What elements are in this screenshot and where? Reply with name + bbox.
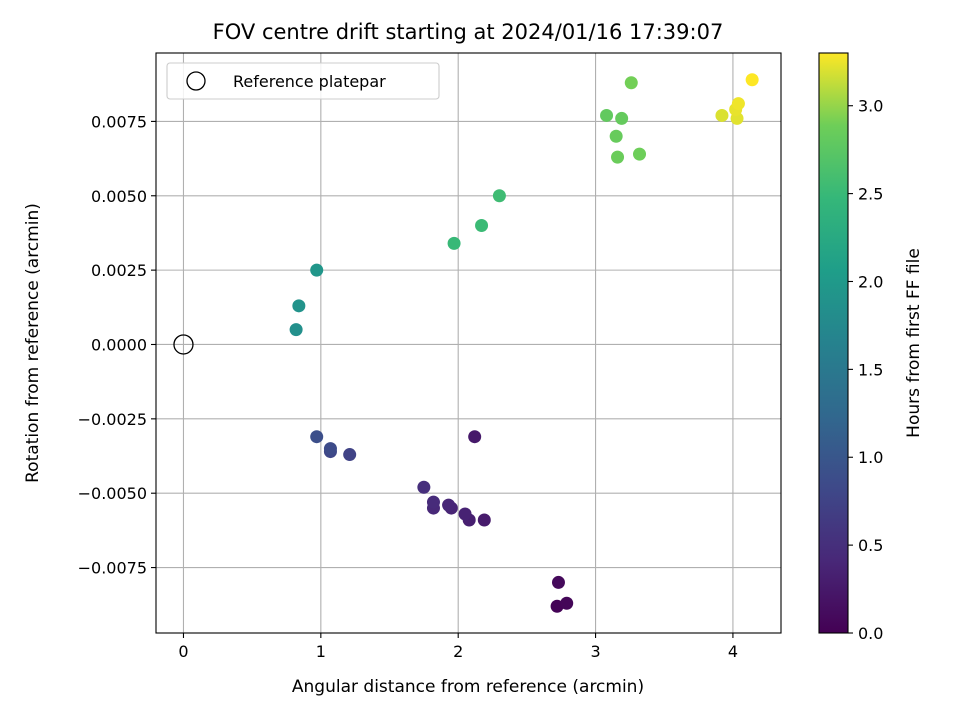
colorbar-tick-label: 1.5 (858, 360, 883, 379)
x-tick-label: 0 (178, 642, 188, 661)
chart-title: FOV centre drift starting at 2024/01/16 … (213, 20, 724, 44)
data-point (600, 108, 614, 122)
colorbar: 0.0 0.5 1.0 1.5 2.0 2.5 3.0 Hours from first F… (818, 52, 924, 643)
data-point (447, 236, 461, 250)
legend-box (166, 62, 440, 100)
y-tick-label: 0.0025 (91, 261, 147, 280)
data-point (624, 76, 638, 90)
x-tick-label: 4 (728, 642, 738, 661)
y-axis-label: Rotation from reference (arcmin) (23, 203, 43, 483)
y-tick-label: −0.0075 (78, 559, 147, 578)
data-point (633, 147, 647, 161)
data-point (468, 430, 482, 444)
colorbar-tick-label: 2.0 (858, 272, 883, 291)
data-point (310, 263, 324, 277)
grid-layer (156, 53, 781, 633)
data-point (611, 150, 625, 164)
data-point (731, 97, 745, 111)
data-point (745, 73, 759, 87)
colorbar-tick-label: 3.0 (858, 97, 883, 116)
colorbar-tick-label: 1.0 (858, 448, 883, 467)
colorbar-label: Hours from first FF file (904, 248, 924, 438)
colorbar-tick-label: 0.0 (858, 624, 883, 643)
data-point (442, 498, 456, 512)
colorbar-tick-label: 0.5 (858, 536, 883, 555)
data-point (551, 575, 565, 589)
data-point (492, 189, 506, 203)
data-point (560, 596, 574, 610)
data-point (343, 448, 357, 462)
reference-layer (173, 334, 194, 355)
colorbar-tick-label: 2.5 (858, 185, 883, 204)
y-tick-label: 0.0000 (91, 335, 147, 354)
x-tick-label: 3 (590, 642, 600, 661)
data-point (458, 507, 472, 521)
reference-platepar-marker (173, 334, 194, 355)
axis-ticks: 0 1 2 3 4 −0.0075 −0.0050 −0.0025 0.0000 0.0025 0.… (78, 112, 738, 661)
data-point (289, 323, 303, 337)
y-tick-label: −0.0050 (78, 484, 147, 503)
y-tick-label: 0.0075 (91, 112, 147, 131)
data-point (310, 430, 324, 444)
colorbar-gradient (819, 53, 848, 633)
data-point (323, 442, 337, 456)
y-tick-label: 0.0050 (91, 187, 147, 206)
colorbar-frame (818, 52, 849, 634)
data-point (426, 495, 440, 509)
legend-entry-reference: Reference platepar (233, 72, 386, 91)
data-point (475, 219, 489, 233)
data-point (417, 480, 431, 494)
data-point (477, 513, 491, 527)
legend: Reference platepar (166, 62, 440, 100)
points-layer (289, 73, 759, 613)
y-tick-label: −0.0025 (78, 410, 147, 429)
data-point (615, 111, 629, 125)
data-point (609, 129, 623, 143)
x-tick-label: 1 (316, 642, 326, 661)
plot-frame (155, 52, 782, 634)
legend-marker-reference (186, 71, 206, 91)
data-point (715, 108, 729, 122)
data-point (292, 299, 306, 313)
colorbar-ticks: 0.0 0.5 1.0 1.5 2.0 2.5 3.0 (848, 97, 883, 643)
x-axis-label: Angular distance from reference (arcmin) (292, 677, 644, 697)
x-tick-label: 2 (453, 642, 463, 661)
